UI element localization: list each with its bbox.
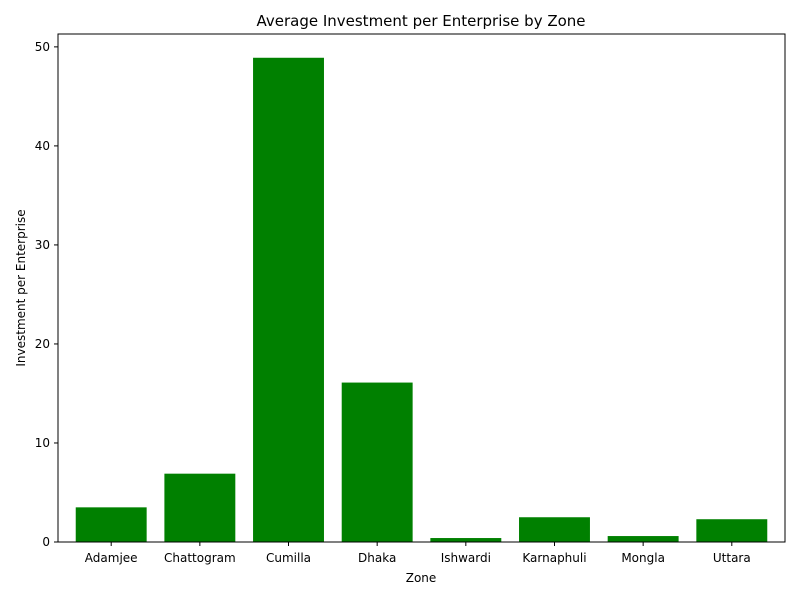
y-tick-label: 20: [35, 337, 50, 351]
bar-chattogram: [164, 473, 236, 542]
x-tick-label: Cumilla: [266, 551, 311, 565]
bar-dhaka: [341, 382, 413, 542]
plot-frame: [57, 33, 786, 543]
x-tick-label: Dhaka: [358, 551, 396, 565]
bar-karnaphuli: [519, 517, 590, 542]
x-tick-label: Uttara: [713, 551, 751, 565]
x-tick-label: Ishwardi: [441, 551, 491, 565]
bar-cumilla: [253, 57, 324, 542]
y-axis-label: Investment per Enterprise: [14, 209, 28, 366]
bar-ishwardi: [430, 538, 502, 542]
x-tick-label: Adamjee: [85, 551, 138, 565]
y-tick-label: 10: [35, 436, 50, 450]
x-tick-label: Chattogram: [164, 551, 236, 565]
y-tick-label: 0: [42, 535, 50, 549]
x-tick-label: Karnaphuli: [522, 551, 586, 565]
x-axis: Adamjee Chattogram Cumilla Dhaka Ishwardi Kar…: [85, 542, 751, 565]
y-axis: 0 10 20 30 40 50: [35, 40, 58, 549]
x-tick-label: Mongla: [621, 551, 665, 565]
x-axis-label: Zone: [406, 571, 437, 585]
y-tick-label: 30: [35, 238, 50, 252]
bar-uttara: [696, 519, 768, 542]
bars-group: [75, 57, 768, 542]
y-tick-label: 50: [35, 40, 50, 54]
bar-adamjee: [75, 507, 147, 542]
chart-title: Average Investment per Enterprise by Zon…: [256, 12, 585, 30]
bar-mongla: [607, 536, 679, 542]
y-tick-label: 40: [35, 139, 50, 153]
